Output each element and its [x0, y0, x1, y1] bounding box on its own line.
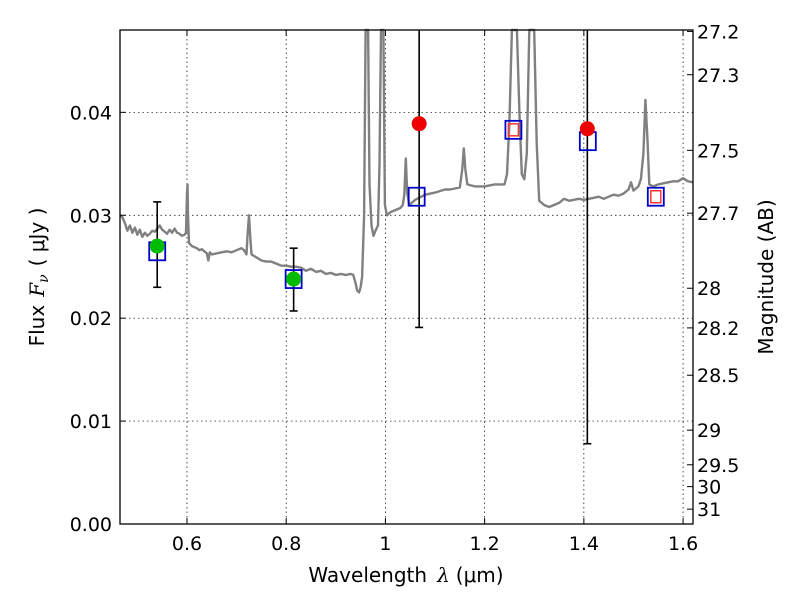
x-tick-label: 1.4 [569, 533, 599, 555]
y2-tick-label: 30 [697, 477, 721, 499]
y-tick-label: 0.02 [70, 308, 112, 330]
y-tick-label: 0.00 [70, 514, 112, 536]
detection-point [149, 238, 165, 254]
y-tick-label: 0.03 [70, 205, 112, 227]
x-tick-label: 1.2 [470, 533, 500, 555]
y-tick-label: 0.04 [70, 102, 112, 124]
x-axis-title: Wavelength λ (μm) [308, 563, 503, 587]
y-tick-label: 0.01 [70, 411, 112, 433]
model-flux-box [284, 269, 303, 289]
x-tick-label: 1 [379, 533, 391, 555]
y2-tick-label: 27.2 [697, 21, 739, 43]
y2-tick-label: 27.7 [697, 203, 739, 225]
model-flux-box [646, 186, 665, 207]
model-flux-box [504, 119, 523, 140]
y-axis-title: FluxFν( μJy ) [25, 208, 52, 347]
x-tick-label: 0.6 [172, 533, 202, 555]
x-tick-label: 0.8 [271, 533, 301, 555]
plot-frame [119, 29, 694, 525]
y2-tick-label: 31 [697, 499, 721, 521]
grid [120, 30, 693, 524]
y2-tick-label: 28.2 [697, 318, 739, 340]
upper-limit-box [507, 123, 520, 137]
data-layer [119, 28, 694, 445]
y2-tick-label: 28.5 [697, 365, 739, 387]
nondetection-point [411, 116, 427, 132]
y2-tick-label: 27.3 [697, 65, 739, 87]
y2-tick-label: 28 [697, 278, 721, 300]
nondetection-point [579, 121, 595, 137]
y2-tick-label: 29.5 [697, 455, 739, 477]
model-flux-box [407, 186, 426, 207]
x-tick-label: 1.6 [668, 533, 698, 555]
sed-spectrum-line [119, 28, 694, 294]
detection-point [286, 271, 302, 287]
upper-limit-box [650, 189, 662, 204]
y2-tick-label: 27.5 [697, 140, 739, 162]
ticks: 0.6 0.8 1 1.2 1.4 1.6 0.00 0.01 0.02 0.03 0.04 27.2… [70, 21, 740, 555]
y2-tick-label: 29 [697, 420, 721, 442]
y2-axis-title: Magnitude (AB) [754, 199, 778, 354]
